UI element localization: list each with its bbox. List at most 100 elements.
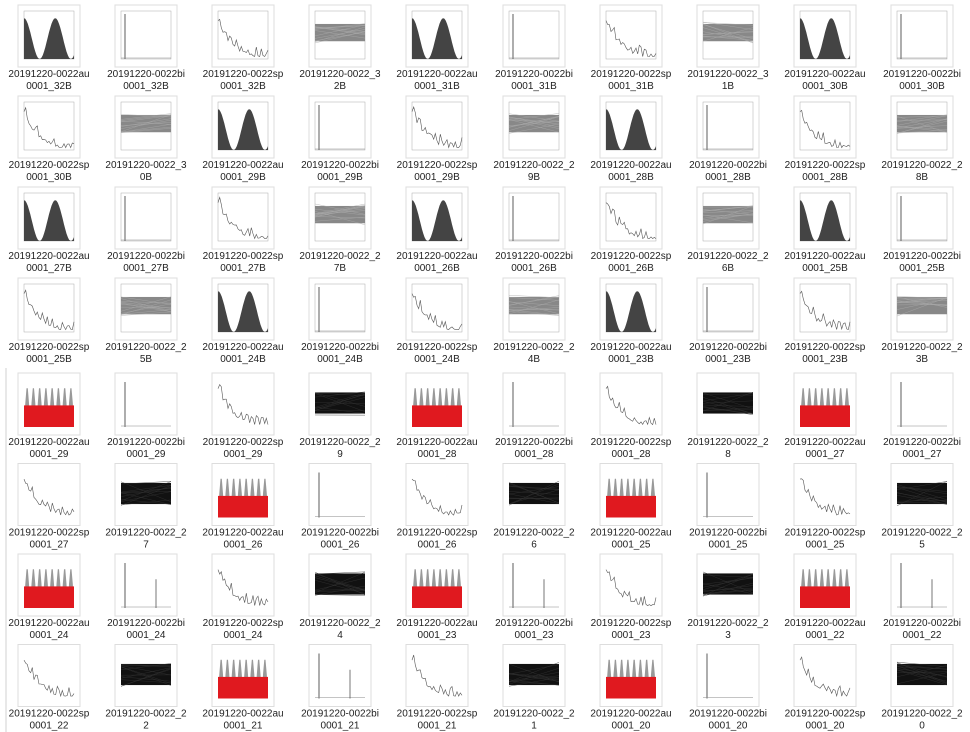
file-name-line: 0001_24B [220,354,266,365]
file-name-line: 20191220-0022sp [397,528,478,539]
file-item[interactable]: 20191220-0022_29B [493,96,575,183]
file-name-line: 0001_26 [418,540,457,551]
file-name-line: 0001_27B [123,263,169,274]
file-name-line: 20191220-0022sp [591,618,672,629]
thumbnail [18,464,80,526]
file-item[interactable]: 20191220-0022_20 [881,645,963,732]
file-name-line: 20191220-0022bi [301,709,379,720]
file-item[interactable]: 20191220-0022_32B [299,5,381,92]
file-item[interactable]: 20191220-0022_21 [493,645,575,732]
file-name-line: 0001_29B [220,172,266,183]
file-item[interactable]: 20191220-0022_26B [687,187,769,274]
file-name-line: 8 [725,449,731,460]
file-item[interactable]: 20191220-0022_25B [105,278,187,365]
file-item[interactable]: 20191220-0022_27 [105,464,187,551]
file-name-line: 0001_25B [26,354,72,365]
file-item[interactable]: 20191220-0022_27B [299,187,381,274]
file-item[interactable]: 20191220-0022_23 [687,554,769,641]
file-item[interactable]: 20191220-0022_28 [687,373,769,460]
file-name-line: 20191220-0022_2 [299,437,381,448]
file-item[interactable]: 20191220-0022_24B [493,278,575,365]
file-name-line: 0001_31B [511,81,557,92]
file-item[interactable]: 20191220-0022_30B [105,96,187,183]
file-item[interactable]: 20191220-0022_22 [105,645,187,732]
file-name-line: 0001_29 [224,449,263,460]
file-item[interactable]: 20191220-0022_25 [881,464,963,551]
file-item[interactable]: 20191220-0022_28B [881,96,963,183]
file-item[interactable]: 20191220-0022_29 [299,373,381,460]
file-item[interactable]: 20191220-0022_26 [493,464,575,551]
file-item[interactable]: 20191220-0022_23B [881,278,963,365]
file-item[interactable]: 20191220-0022_31B [687,5,769,92]
file-name-line: 20191220-0022_3 [105,160,187,171]
file-name-line: 0001_27 [903,449,942,460]
file-name-line: 20191220-0022_2 [105,709,187,720]
file-item[interactable]: 20191220-0022_24 [299,554,381,641]
file-name-line: 0001_26B [511,263,557,274]
file-name-line: 20191220-0022bi [301,342,379,353]
file-name-line: 0001_29B [414,172,460,183]
file-name-line: 20191220-0022_2 [105,342,187,353]
